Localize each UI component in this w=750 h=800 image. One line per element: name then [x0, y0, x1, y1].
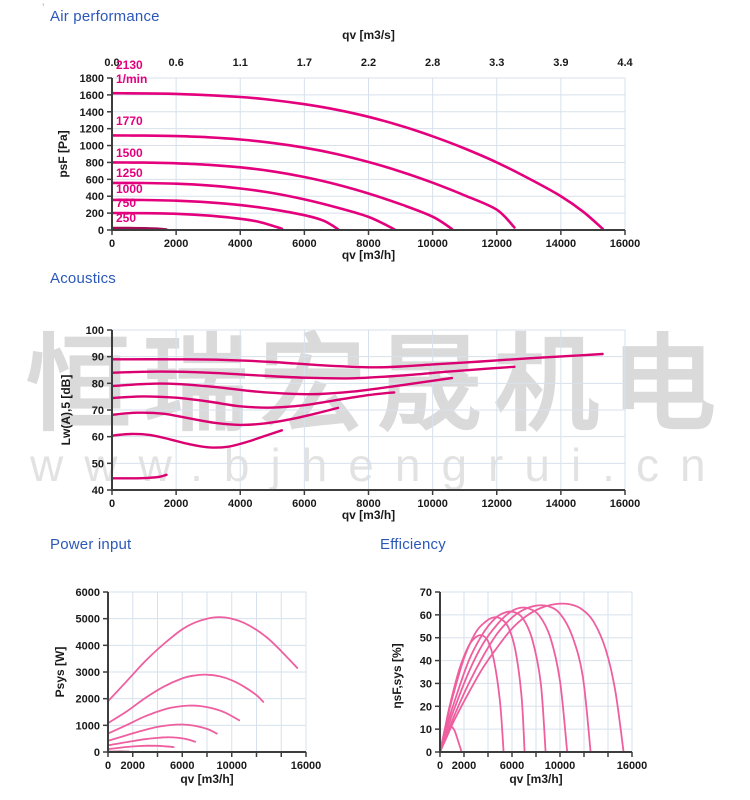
x-tick-label: 10000	[545, 760, 576, 772]
curve-1000-rpm	[107, 736, 197, 747]
acoustics-y-axis-label: Lw(A),5 [dB]	[59, 374, 73, 446]
curve-1250-rpm	[111, 181, 396, 231]
x2-tick-label: 3.3	[489, 57, 504, 69]
y-tick-label: 50	[420, 633, 432, 645]
y-tick-label: 1000	[76, 720, 100, 732]
x2-tick-label: 0.6	[168, 57, 183, 69]
x-tick-label: 16000	[291, 760, 322, 772]
x-tick-label: 6000	[170, 760, 194, 772]
curve-2130-rpm	[439, 602, 625, 753]
curve-250-rpm	[439, 725, 463, 753]
acoustics-title: Acoustics	[50, 270, 116, 287]
acoustics-x-axis-label: qv [m3/h]	[341, 508, 396, 522]
y-tick-label: 1000	[80, 141, 104, 153]
x2-tick-label: 4.4	[617, 57, 633, 69]
y-tick-label: 30	[420, 678, 432, 690]
curve-1500-rpm	[111, 161, 454, 231]
curve-label-1-min: 1/min	[116, 72, 148, 86]
plot-border	[111, 77, 626, 231]
air-y-axis-label: psF [Pa]	[56, 130, 70, 178]
curves-group	[107, 616, 299, 753]
y-tick-label: 3000	[76, 667, 100, 679]
curve-1770-rpm	[111, 134, 516, 229]
efficiency-y-axis-label: ηsF,sys [%]	[390, 643, 404, 709]
curve-label-750: 750	[116, 196, 137, 210]
x2-tick-label: 1.1	[233, 57, 248, 69]
y-tick-label: 4000	[76, 640, 100, 652]
x-tick-label: 16000	[617, 760, 648, 772]
plot-border	[107, 591, 307, 753]
curves-group	[439, 602, 625, 753]
y-tick-label: 800	[86, 157, 104, 169]
y-tick-label: 10	[420, 724, 432, 736]
power-x-axis-label: qv [m3/h]	[180, 772, 234, 786]
curves-group	[111, 91, 604, 231]
curve-1500-rpm	[439, 606, 569, 753]
watermark-url-text: www.bjhengrui.cn	[30, 439, 727, 491]
x2-tick-label: 2.2	[361, 57, 376, 69]
curve-250-rpm	[111, 226, 168, 231]
y-tick-label: 400	[86, 191, 104, 203]
curve-1500-rpm	[107, 704, 241, 735]
watermark-cjk-text: 恒瑞宏晟机电	[26, 327, 729, 444]
y-tick-label: 60	[420, 610, 432, 622]
y-tick-label: 40	[420, 656, 432, 668]
y-tick-label: 0	[98, 225, 104, 237]
x2-tick-label: 2.8	[425, 57, 440, 69]
curve-label-1000: 1000	[116, 182, 143, 196]
x2-tick-label: 3.9	[553, 57, 568, 69]
curve-2130-rpm	[107, 616, 299, 703]
air-x-axis-label: qv [m3/h]	[341, 248, 396, 262]
air-performance-title: Air performance	[50, 8, 160, 25]
y-tick-label: 200	[86, 208, 104, 220]
y-tick-label: 1600	[80, 90, 104, 102]
curve-1250-rpm	[439, 610, 547, 753]
curve-label-1770: 1770	[116, 114, 143, 128]
curve-1000-rpm	[111, 198, 340, 231]
curve-label-2130: 2130	[116, 58, 143, 72]
y-tick-label: 2000	[76, 694, 100, 706]
x-tick-label: 0	[105, 760, 111, 772]
curve-1770-rpm	[107, 673, 265, 725]
x-tick-label: 0	[437, 760, 443, 772]
y-tick-label: 20	[420, 701, 432, 713]
y-tick-label: 70	[420, 587, 432, 599]
curve-label-1250: 1250	[116, 166, 143, 180]
x-tick-label: 2000	[452, 760, 476, 772]
curve-750-rpm	[107, 744, 175, 750]
y-tick-label: 600	[86, 174, 104, 186]
x-tick-label: 6000	[500, 760, 524, 772]
power-y-axis-label: Psys [W]	[53, 646, 67, 698]
x-tick-label: 10000	[216, 760, 247, 772]
curve-1770-rpm	[439, 604, 592, 753]
y-tick-label: 1800	[80, 73, 104, 85]
y-tick-label: 0	[426, 747, 432, 759]
x-tick-label: 2000	[121, 760, 145, 772]
curve-1000-rpm	[439, 616, 526, 753]
y-tick-label: 5000	[76, 614, 100, 626]
curve-label-1500: 1500	[116, 146, 143, 160]
stray-mark: ’	[42, 2, 45, 14]
y-tick-label: 1400	[80, 107, 104, 119]
air-top-axis-label: qv [m3/s]	[342, 28, 395, 42]
y-tick-label: 6000	[76, 587, 100, 599]
curve-750-rpm	[439, 634, 505, 753]
curve-label-250: 250	[116, 211, 137, 225]
curve-1250-rpm	[107, 723, 218, 742]
curve-2130-rpm	[111, 91, 604, 230]
x2-tick-label: 1.7	[297, 57, 312, 69]
efficiency-title: Efficiency	[380, 536, 446, 553]
y-tick-label: 0	[94, 747, 100, 759]
curve-750-rpm	[111, 211, 284, 230]
y-tick-label: 1200	[80, 124, 104, 136]
power-input-title: Power input	[50, 536, 132, 553]
efficiency-x-axis-label: qv [m3/h]	[509, 772, 563, 786]
plot-border	[439, 591, 633, 753]
